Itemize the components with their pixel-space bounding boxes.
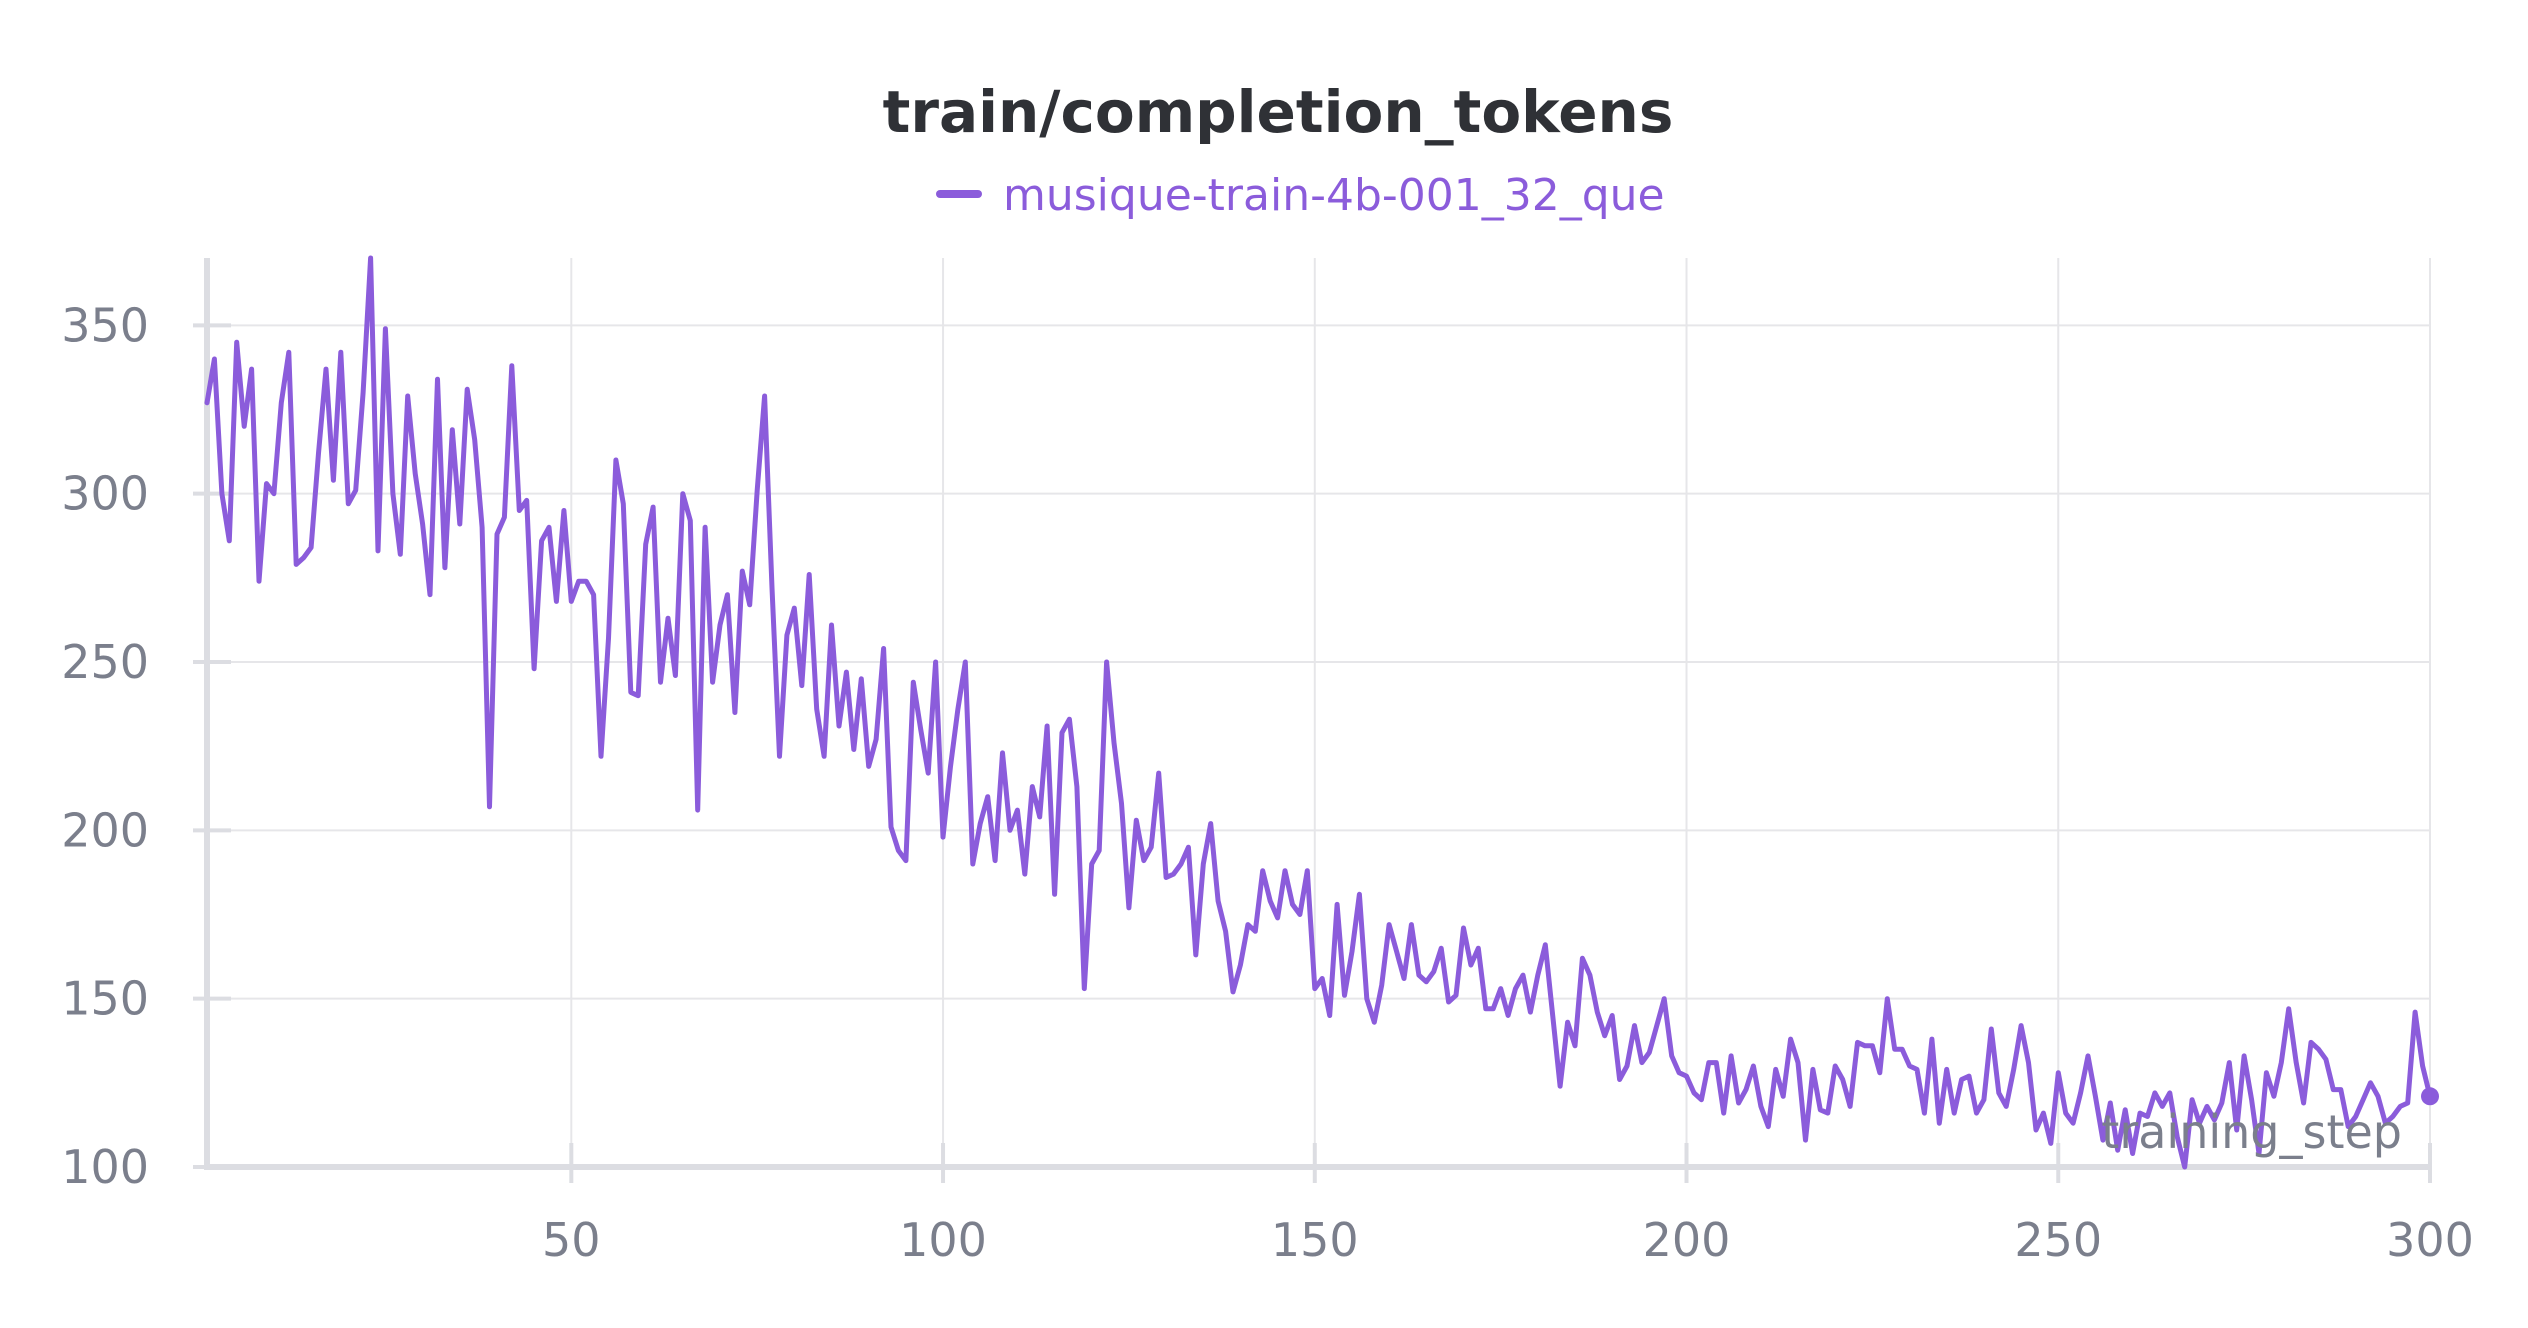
x-tick-label: 300 [2386,1213,2474,1267]
x-tick-label: 150 [1271,1213,1359,1267]
y-tick-label: 100 [61,1140,149,1194]
gridlines [207,258,2431,1167]
series-line[interactable] [204,255,2433,1170]
x-axis-label: training_step [2101,1105,2402,1159]
y-tick-label: 150 [61,972,149,1026]
legend-label: musique-train-4b-001_32_que [1003,170,1665,221]
series-end-point[interactable] [2421,1087,2439,1106]
x-tick-label: 200 [1643,1213,1731,1267]
series-layer [204,255,2439,1170]
y-tick-label: 350 [61,298,149,352]
x-tick-label: 250 [2014,1213,2102,1267]
y-tick-label: 200 [61,803,149,857]
chart-title: train/completion_tokens [883,78,1674,146]
x-tick-label: 100 [899,1213,987,1267]
y-tick-label: 300 [61,467,149,521]
x-tick-label: 50 [542,1213,601,1267]
legend[interactable]: musique-train-4b-001_32_que [936,170,1665,221]
axes [204,258,2430,1170]
y-tick-label: 250 [61,635,149,689]
